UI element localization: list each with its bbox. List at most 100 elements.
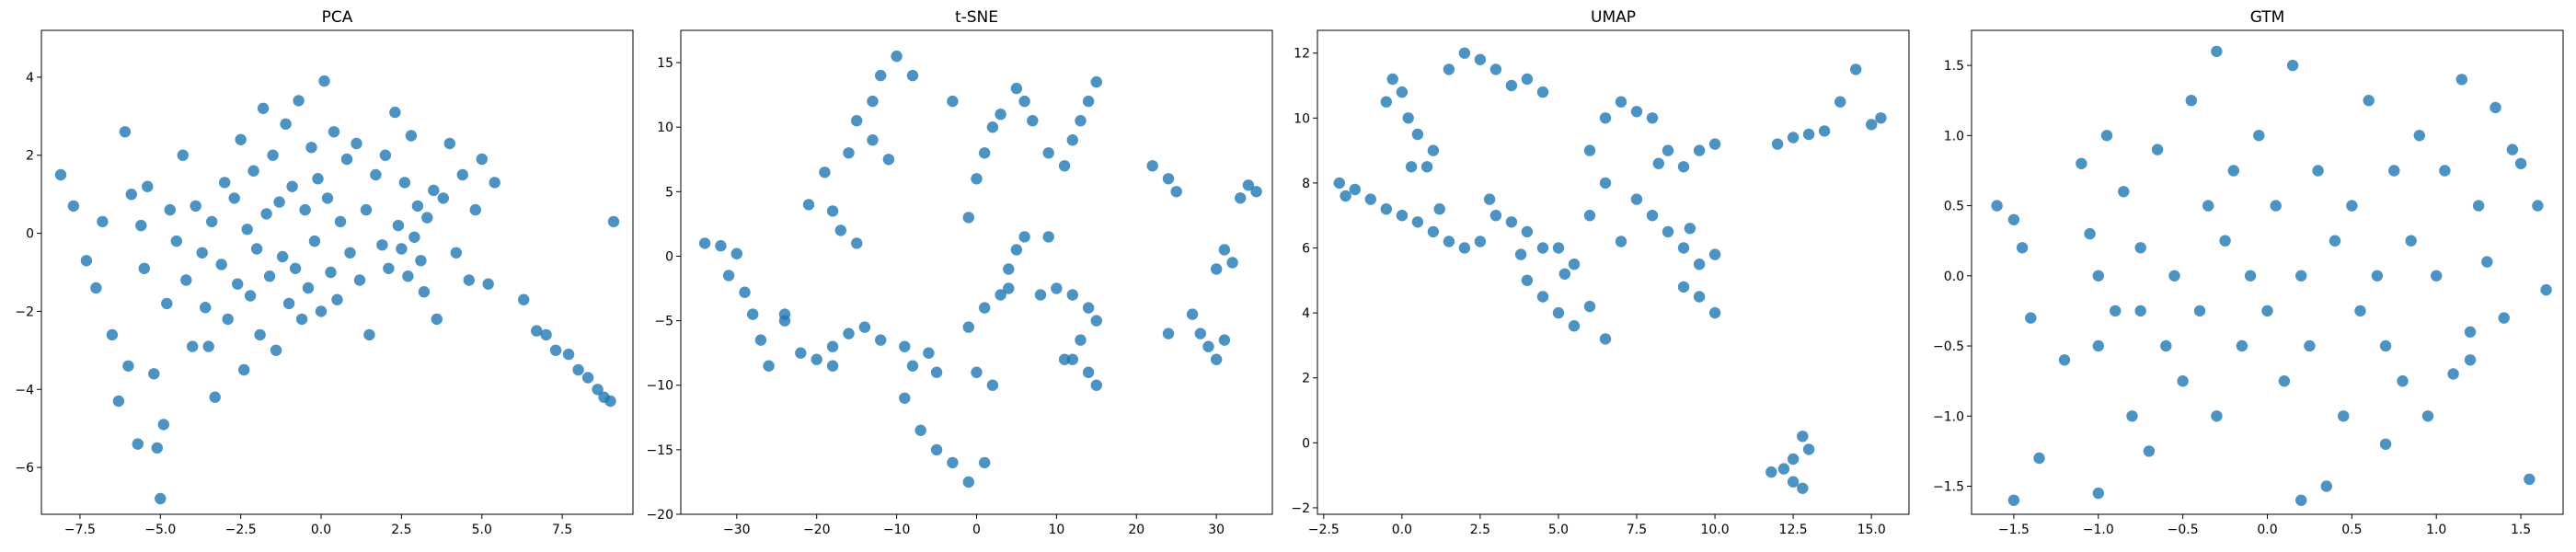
umap-point <box>1402 112 1414 124</box>
t-sne-point <box>1027 115 1039 127</box>
gtm-ytick-label: 0.5 <box>1944 200 1964 214</box>
pca-point <box>54 168 67 181</box>
t-sne-point <box>843 328 855 339</box>
gtm-xtick-label: 1.5 <box>2511 523 2531 537</box>
pca-panel: PCA −7.5 −5.0 −2.5 0.0 2.5 5.0 7.5 −6 −4 −2 0 2 4 <box>15 8 634 537</box>
t-sne-point <box>1082 302 1095 314</box>
pca-point <box>161 297 173 310</box>
pca-point <box>80 255 93 267</box>
t-sne-xtick-label: −10 <box>883 523 911 537</box>
gtm-point <box>2304 339 2316 352</box>
umap-point <box>1333 177 1346 190</box>
gtm-point <box>2286 59 2299 72</box>
gtm-point <box>2354 305 2366 317</box>
umap-point <box>1443 63 1455 75</box>
umap-point <box>1568 259 1581 270</box>
pca-ytick-label: −2 <box>15 305 34 319</box>
pca-point <box>308 235 321 247</box>
umap-point <box>1787 453 1800 466</box>
pca-point <box>325 266 337 279</box>
t-sne-point <box>1211 353 1223 365</box>
umap-point <box>1693 291 1706 303</box>
gtm-point <box>2439 165 2451 177</box>
umap-point <box>1405 161 1418 173</box>
gtm-axes-frame <box>1971 29 2564 515</box>
umap-point <box>1787 132 1800 144</box>
umap-point <box>1458 242 1471 254</box>
pca-point <box>119 126 132 138</box>
umap-point <box>1797 482 1809 494</box>
pca-point <box>112 395 125 408</box>
t-sne-point <box>778 308 791 320</box>
t-sne-point <box>1058 160 1071 172</box>
pca-point <box>238 363 250 376</box>
pca-point <box>312 173 324 185</box>
t-sne-point <box>1003 282 1015 294</box>
t-sne-point <box>1042 147 1054 159</box>
t-sne-point <box>1235 192 1247 204</box>
gtm-point <box>2033 452 2045 465</box>
t-sne-axes-frame <box>680 29 1273 515</box>
gtm-point <box>2143 445 2156 457</box>
umap-point <box>1834 96 1846 108</box>
t-sne-point <box>851 115 863 127</box>
gtm-point <box>2118 186 2130 198</box>
gtm-point <box>2379 438 2392 450</box>
gtm-ytick-label: −0.5 <box>1933 339 1964 354</box>
pca-point <box>142 180 154 192</box>
pca-point <box>209 391 221 403</box>
pca-point <box>235 133 247 145</box>
t-sne-ytick-label: 0 <box>665 249 673 264</box>
gtm-point <box>2447 368 2459 380</box>
umap-point <box>1677 281 1690 293</box>
gtm-point <box>2514 157 2527 169</box>
gtm-point <box>2092 487 2104 500</box>
t-sne-point <box>763 360 775 372</box>
gtm-xtick-label: −0.5 <box>2168 523 2199 537</box>
umap-point <box>1458 47 1471 59</box>
pca-point <box>293 95 305 107</box>
gtm-point <box>2431 270 2443 282</box>
t-sne-point <box>875 334 887 346</box>
umap-point <box>1396 210 1409 222</box>
pca-point <box>360 203 373 216</box>
t-sne-point <box>819 167 831 178</box>
gtm-point <box>2320 480 2332 492</box>
pca-point <box>450 247 462 259</box>
gtm-xtick-label: 1.0 <box>2426 523 2446 537</box>
pca-point <box>392 219 405 232</box>
pca-point <box>222 313 234 326</box>
umap-point <box>1765 466 1777 478</box>
umap-point <box>1411 128 1424 141</box>
gtm-point <box>2168 270 2180 282</box>
umap-point <box>1797 431 1809 443</box>
t-sne-point <box>947 95 959 108</box>
umap-point <box>1866 119 1878 131</box>
umap-point <box>1818 125 1831 137</box>
pca-point <box>305 142 317 154</box>
umap-point <box>1514 248 1527 260</box>
umap-point <box>1693 259 1706 270</box>
pca-points <box>54 75 620 505</box>
t-sne-point <box>811 353 822 365</box>
umap-point <box>1684 223 1696 235</box>
pca-point <box>398 177 411 189</box>
umap-point <box>1443 236 1455 247</box>
pca-point <box>106 328 119 341</box>
pca-point <box>408 231 420 243</box>
t-sne-point <box>1075 115 1087 127</box>
umap-point <box>1599 112 1612 124</box>
umap-point <box>1340 190 1351 202</box>
pca-point <box>370 168 382 181</box>
pca-point <box>276 250 289 263</box>
gtm-point <box>2253 130 2265 142</box>
t-sne-point <box>858 321 871 333</box>
umap-point <box>1536 291 1549 303</box>
t-sne-ytick-label: −10 <box>646 379 673 394</box>
t-sne-xtick-label: 0 <box>972 523 981 537</box>
umap-xtick-label: 12.5 <box>1779 523 1808 537</box>
pca-point <box>196 247 208 259</box>
t-sne-point <box>1066 289 1079 301</box>
umap-point <box>1630 106 1643 118</box>
pca-point <box>376 239 388 251</box>
